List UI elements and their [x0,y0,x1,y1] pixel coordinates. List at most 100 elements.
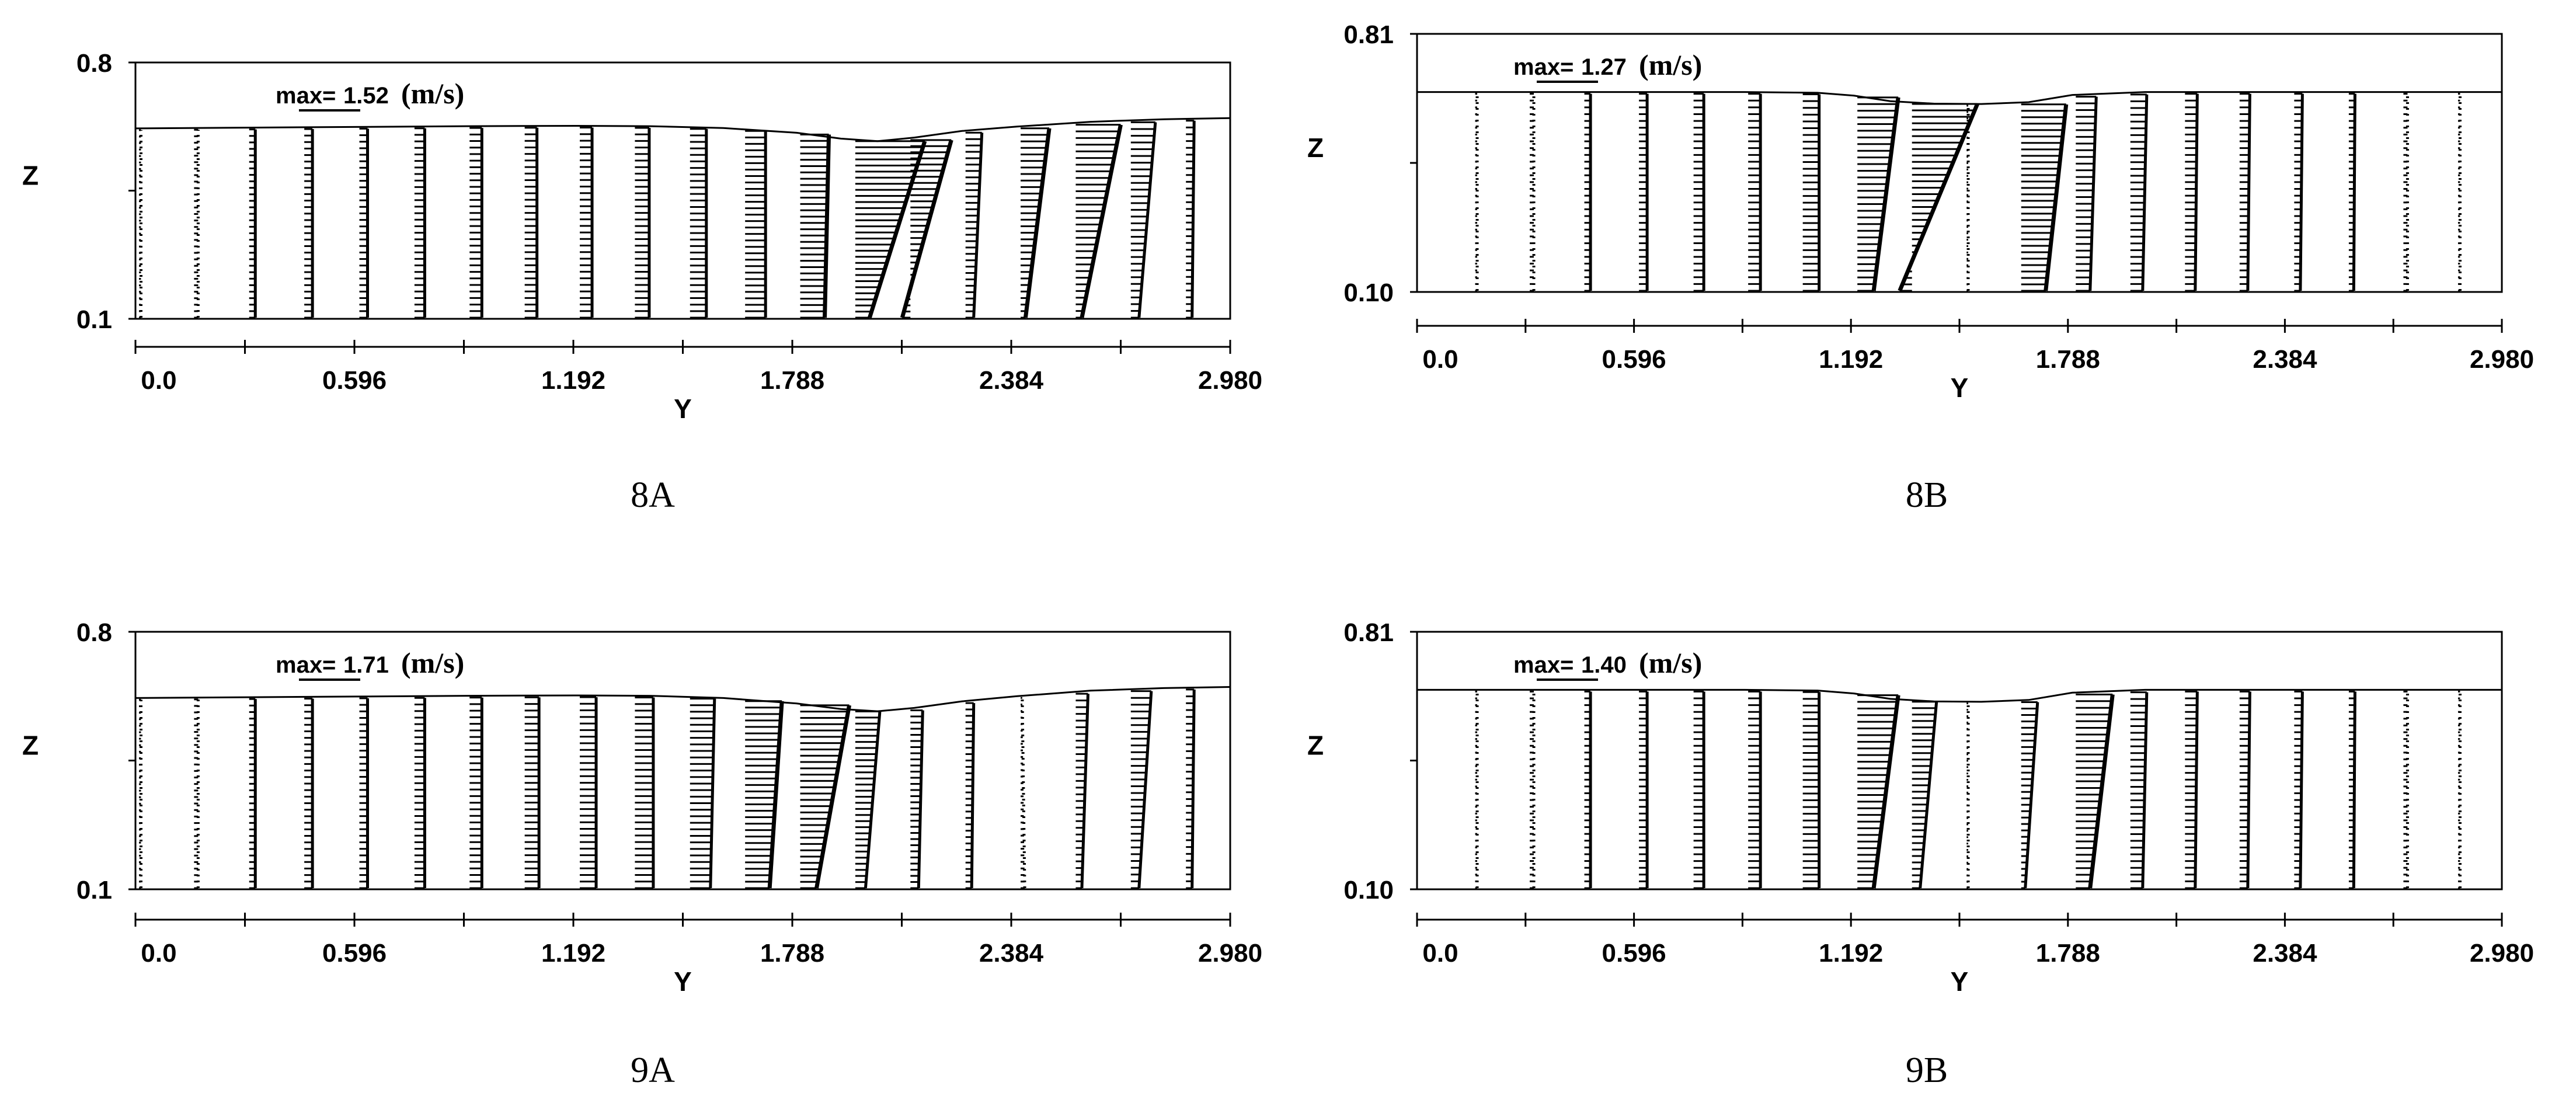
velocity-profile [469,127,483,319]
profile-envelope [1871,695,1900,889]
x-axis-label: Y [674,966,692,997]
panel-caption: 8B [1906,475,1948,515]
velocity-profile [800,704,851,889]
velocity-profile [1530,690,1536,889]
velocity-profile [1912,701,1938,889]
velocity-profile [1130,690,1153,889]
y-tick-label: 0.81 [1343,20,1394,49]
y-tick-label: 0.1 [76,876,112,904]
y-axis-label: Z [22,730,39,761]
velocity-profile [580,696,598,889]
velocity-profile [745,700,784,889]
profile-envelope [2194,93,2199,291]
velocity-profile [1130,121,1157,319]
profile-envelope [2088,96,2098,291]
free-surface-line [1417,91,2502,105]
x-tick-label: 0.596 [1602,345,1666,374]
y-tick-label: 0.8 [76,49,112,78]
x-tick-label: 2.384 [2253,345,2317,374]
velocity-profile [1021,127,1052,319]
velocity-profile [1748,93,1762,292]
reference-label-unit: (m/s) [401,646,464,679]
panel-caption: 9A [631,1050,675,1090]
x-tick-label: 1.788 [760,366,824,395]
profile-envelope [2299,93,2304,291]
profile-envelope [2246,93,2251,291]
profile-envelope [1190,120,1196,318]
y-tick-label: 0.10 [1343,876,1394,904]
velocity-profile [414,127,426,319]
profile-envelope [917,710,924,889]
profile-envelope [970,703,976,889]
y-axis-label: Z [1307,133,1324,163]
reference-label-prefix: max= [276,652,336,678]
x-axis-label: Y [1951,373,1969,403]
profile-envelope [1021,698,1026,889]
reference-label-unit: (m/s) [401,77,464,110]
reference-label-prefix: max= [276,83,336,109]
velocity-profile [635,127,651,319]
velocity-profile [965,131,984,319]
x-axis-label: Y [1951,966,1969,997]
velocity-profile [690,128,708,319]
velocity-profile [1857,694,1900,889]
velocity-profile [139,698,142,889]
velocity-profile [855,710,882,889]
velocity-profile [359,127,370,319]
x-tick-label: 0.596 [322,366,387,395]
reference-label-value: 1.40 [1581,652,1627,678]
velocity-profile [1966,105,1970,292]
x-tick-label: 0.0 [1422,345,1458,374]
velocity-profile [2348,93,2356,292]
profile-envelope [1190,689,1196,889]
velocity-profile [1475,690,1479,889]
profile-envelope [2246,691,2251,889]
profile-envelope [823,134,831,318]
x-tick-label: 0.0 [1422,939,1458,968]
y-tick-label: 0.8 [76,618,112,647]
velocity-profile [249,128,257,319]
velocity-profile [524,127,539,319]
profile-envelope [2352,691,2356,889]
profile-envelope [2299,691,2304,889]
velocity-profile [1639,93,1649,292]
x-tick-label: 2.384 [979,366,1044,395]
velocity-profile [745,130,767,319]
x-tick-label: 2.980 [1198,939,1262,968]
velocity-profile [1693,690,1705,889]
panel-caption: 9B [1906,1050,1948,1090]
x-tick-label: 1.192 [541,939,605,968]
plot-frame [1416,33,2503,293]
velocity-profile [194,698,200,889]
velocity-profile [855,140,927,319]
reference-label-unit: (m/s) [1639,646,1702,679]
x-tick-label: 1.788 [760,939,824,968]
velocity-profile [2021,103,2069,292]
velocity-profile [900,139,953,319]
velocity-profile [2130,93,2149,292]
profile-envelope [1898,103,1979,292]
profile-envelope [864,711,882,889]
y-axis-label: Z [1307,730,1324,761]
reference-label-prefix: max= [1513,54,1574,80]
reference-label-value: 1.52 [343,83,389,109]
velocity-profile [635,696,655,889]
profile-envelope [1023,128,1052,318]
x-axis-label: Y [674,394,692,424]
velocity-profile [1857,96,1900,292]
velocity-profile [2185,690,2199,889]
velocity-profile [1639,690,1649,889]
velocity-profile [1530,93,1536,292]
velocity-profile [139,129,142,319]
velocity-profile [580,126,594,319]
velocity-profile [2294,93,2304,292]
velocity-profile [1584,690,1592,889]
profile-envelope [2088,694,2115,889]
profile-envelope [1137,122,1157,318]
x-tick-label: 0.596 [322,939,387,968]
velocity-profile [2403,690,2409,889]
velocity-profile [2457,93,2462,292]
velocity-profile [690,698,716,889]
